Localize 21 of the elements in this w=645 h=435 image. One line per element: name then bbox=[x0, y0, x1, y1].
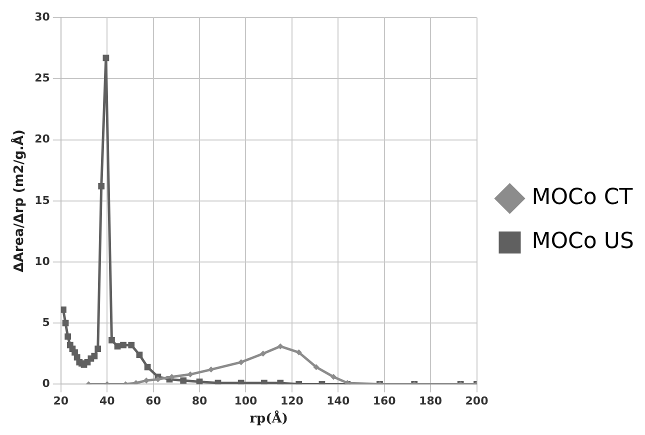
y-tick-label: 15 bbox=[34, 194, 50, 207]
x-tick-label: 160 bbox=[372, 394, 396, 408]
y-tick-label: 10 bbox=[34, 254, 50, 268]
x-tick-label: 200 bbox=[465, 394, 489, 408]
x-tick-label: 20 bbox=[53, 394, 69, 408]
legend-label: MOCo CT bbox=[532, 185, 634, 210]
x-tick-label: 140 bbox=[326, 394, 350, 408]
x-tick-label: 120 bbox=[280, 394, 304, 408]
x-tick-label: 100 bbox=[234, 394, 258, 408]
x-axis-title: rp(Å) bbox=[250, 410, 288, 427]
y-axis-title: ΔArea/Δrp (m2/g.Å) bbox=[10, 130, 28, 272]
legend-label: MOCo US bbox=[532, 229, 634, 254]
y-tick-label: 30 bbox=[34, 10, 50, 24]
x-tick-label: 80 bbox=[192, 394, 208, 408]
x-tick-label: 40 bbox=[99, 394, 116, 408]
x-tick-label: 60 bbox=[146, 394, 162, 408]
y-tick-label: 25 bbox=[34, 72, 50, 85]
y-tick-label: 5 bbox=[42, 316, 50, 329]
y-tick-label: 20 bbox=[34, 132, 50, 146]
y-tick-label: 0 bbox=[42, 377, 50, 390]
x-tick-label: 180 bbox=[419, 394, 442, 408]
